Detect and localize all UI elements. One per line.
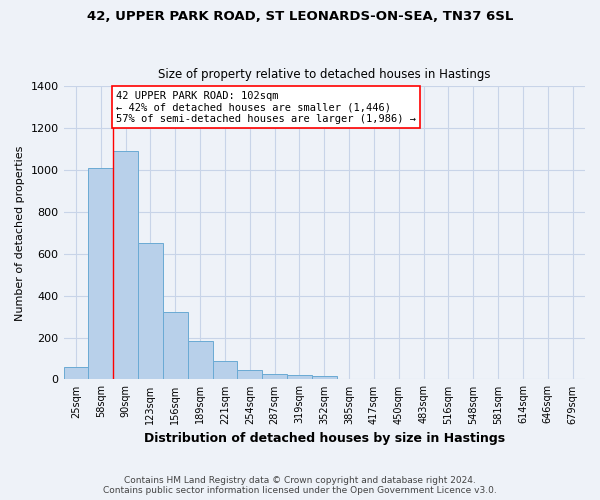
Bar bbox=[163, 312, 188, 380]
Bar bbox=[64, 367, 88, 380]
Bar bbox=[262, 374, 287, 380]
Y-axis label: Number of detached properties: Number of detached properties bbox=[15, 145, 25, 320]
Bar bbox=[138, 244, 163, 380]
Bar bbox=[113, 151, 138, 380]
Bar bbox=[238, 370, 262, 380]
X-axis label: Distribution of detached houses by size in Hastings: Distribution of detached houses by size … bbox=[144, 432, 505, 445]
Bar bbox=[287, 375, 312, 380]
Text: Contains HM Land Registry data © Crown copyright and database right 2024.
Contai: Contains HM Land Registry data © Crown c… bbox=[103, 476, 497, 495]
Text: 42, UPPER PARK ROAD, ST LEONARDS-ON-SEA, TN37 6SL: 42, UPPER PARK ROAD, ST LEONARDS-ON-SEA,… bbox=[87, 10, 513, 23]
Text: 42 UPPER PARK ROAD: 102sqm
← 42% of detached houses are smaller (1,446)
57% of s: 42 UPPER PARK ROAD: 102sqm ← 42% of deta… bbox=[116, 90, 416, 124]
Bar bbox=[212, 361, 238, 380]
Bar bbox=[88, 168, 113, 380]
Title: Size of property relative to detached houses in Hastings: Size of property relative to detached ho… bbox=[158, 68, 491, 81]
Bar bbox=[312, 376, 337, 380]
Bar bbox=[188, 340, 212, 380]
